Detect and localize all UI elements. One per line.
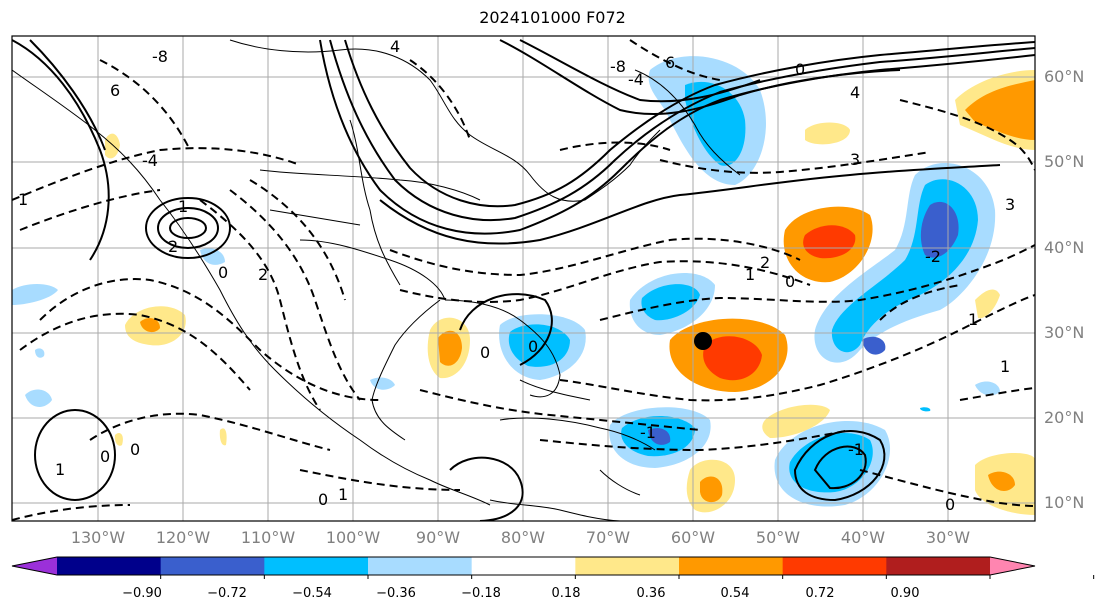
contour-label: -4 xyxy=(142,151,158,170)
contour-label: 4 xyxy=(850,83,860,102)
colorbar-tick-label: −0.36 xyxy=(376,586,416,601)
contour-label: 2 xyxy=(258,265,268,284)
colorbar-tick-label: 0.72 xyxy=(805,586,835,601)
lon-label: 50°W xyxy=(755,528,801,547)
lon-label: 90°W xyxy=(415,528,461,547)
map-frame xyxy=(11,35,1036,522)
colorbar-cell xyxy=(57,557,162,575)
contour-label: 3 xyxy=(1005,195,1015,214)
colorbar-tick-label: −0.18 xyxy=(461,586,501,601)
contour-label: 1 xyxy=(338,485,348,504)
lat-label: 40°N xyxy=(1044,238,1085,257)
coastlines xyxy=(12,39,741,521)
colorbar-tick-label: 0.54 xyxy=(720,586,750,601)
contours xyxy=(12,39,1035,521)
colorbar-tick-label: −0.72 xyxy=(207,586,247,601)
colorbar-cell xyxy=(160,557,265,575)
lon-label: 30°W xyxy=(925,528,971,547)
colorbar-tick-label: 0.36 xyxy=(636,586,666,601)
contour-label: 0 xyxy=(528,337,538,356)
lon-label: 110°W xyxy=(240,528,296,547)
colorbar-cell xyxy=(782,557,887,575)
colorbar-cells xyxy=(57,557,991,575)
contour-label: -1 xyxy=(848,440,864,459)
storm-center-marker xyxy=(694,332,712,350)
contour-label: 3 xyxy=(850,150,860,169)
colorbar-tick-label: 0.18 xyxy=(551,586,581,601)
contour-label: 6 xyxy=(110,81,120,100)
colorbar-cell xyxy=(471,557,576,575)
contour-label: 2 xyxy=(168,237,178,256)
contour-label: 0 xyxy=(945,495,955,514)
lat-label: 50°N xyxy=(1044,152,1085,171)
contour-label: 1 xyxy=(968,310,978,329)
contour-label: 0 xyxy=(100,447,110,466)
colorbar-cell xyxy=(679,557,784,575)
colorbar-over-arrow xyxy=(990,557,1035,575)
colorbar-cell xyxy=(886,557,991,575)
contour-label: 1 xyxy=(18,190,28,209)
contour-label: -8 xyxy=(152,47,168,66)
colorbar-tick-label: −0.54 xyxy=(292,586,332,601)
contour-label: 1 xyxy=(55,460,65,479)
contour-label: -8 xyxy=(610,57,626,76)
lon-label: 80°W xyxy=(500,528,546,547)
map-title: 2024101000 F072 xyxy=(479,8,626,27)
contour-label: -1 xyxy=(640,423,656,442)
colorbar-under-arrow xyxy=(12,557,57,575)
lat-label: 30°N xyxy=(1044,323,1085,342)
lon-label: 120°W xyxy=(155,528,211,547)
contour-label: 4 xyxy=(390,37,400,56)
contour-label: 0 xyxy=(785,272,795,291)
colorbar-tick-label: −0.90 xyxy=(122,586,162,601)
colorbar xyxy=(11,556,1095,579)
contour-label: 1 xyxy=(1000,357,1010,376)
contour-label: 0 xyxy=(318,490,328,509)
contour-label: 6 xyxy=(665,53,675,72)
map-grid xyxy=(12,36,1035,521)
contour-label: -2 xyxy=(925,247,941,266)
lat-label: 60°N xyxy=(1044,67,1085,86)
contour-label: 1 xyxy=(745,265,755,284)
lon-label: 100°W xyxy=(325,528,381,547)
contour-label: 0 xyxy=(480,343,490,362)
contour-label: -4 xyxy=(628,70,644,89)
contour-labels: -8 4 6 6 1 2 -4 1 -8 -4 4 3 0 3 2 0 1 2 … xyxy=(18,37,1015,514)
lon-label: 130°W xyxy=(70,528,126,547)
lon-label: 60°W xyxy=(670,528,716,547)
contour-label: 2 xyxy=(760,253,770,272)
contour-label: 0 xyxy=(218,263,228,282)
lon-label: 70°W xyxy=(585,528,631,547)
lat-label: 10°N xyxy=(1044,493,1085,512)
colorbar-tick-label: 0.90 xyxy=(890,586,920,601)
colorbar-cell xyxy=(368,557,473,575)
contour-label: 0 xyxy=(795,60,805,79)
contour-label: 1 xyxy=(178,197,188,216)
lon-label: 40°W xyxy=(840,528,886,547)
contour-label: 0 xyxy=(130,440,140,459)
colorbar-cell xyxy=(264,557,369,575)
colorbar-cell xyxy=(575,557,680,575)
lat-label: 20°N xyxy=(1044,408,1085,427)
